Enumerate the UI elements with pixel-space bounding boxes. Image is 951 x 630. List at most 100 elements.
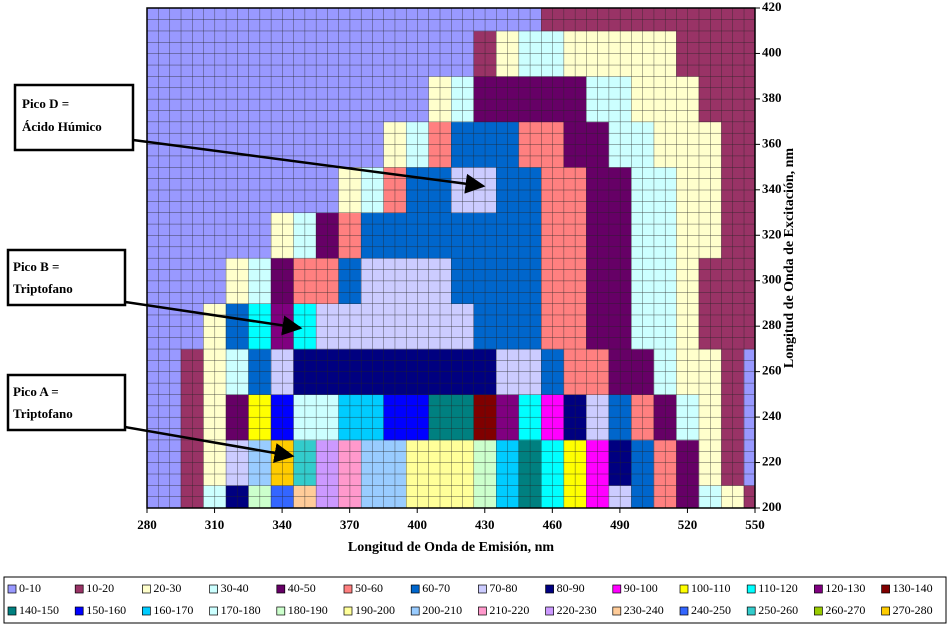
legend-swatch [343, 606, 353, 616]
annotation-arrow [132, 138, 486, 194]
annotation-text: Pico D = [22, 96, 69, 111]
y-tick-label: 340 [762, 181, 782, 196]
y-tick-label: 260 [762, 363, 782, 378]
legend-swatch [545, 584, 554, 594]
y-tick-label: 200 [762, 499, 782, 514]
legend-label: 180-190 [288, 603, 328, 617]
legend-label: 90-100 [624, 581, 658, 595]
y-tick-label: 220 [762, 454, 782, 469]
legend-label: 240-250 [691, 603, 731, 617]
annotation-text: Pico B = [13, 259, 59, 274]
legend-label: 70-80 [489, 581, 517, 595]
annotation-text: Triptofano [13, 281, 73, 296]
y-tick-label: 360 [762, 135, 782, 150]
x-axis-label: Longitud de Onda de Emisión, nm [348, 540, 555, 555]
legend-swatch [679, 606, 689, 616]
legend-label: 130-140 [893, 581, 933, 595]
legend-swatch [881, 584, 890, 594]
legend-label: 150-160 [86, 603, 126, 617]
annotation-box [6, 248, 127, 307]
legend-swatch [343, 584, 353, 594]
x-tick-label: 370 [340, 517, 360, 532]
legend-items: 0-10 10-20 20-30 30-40 40-50 50-60 60-70 70-80 8… [7, 581, 933, 617]
legend-label: 20-30 [153, 581, 181, 595]
x-tick-label: 430 [475, 517, 495, 532]
legend-label: 260-270 [825, 603, 865, 617]
legend-swatch [74, 606, 84, 616]
annotation-arrow [124, 300, 303, 336]
x-tick-label: 520 [678, 517, 698, 532]
x-tick-label: 280 [137, 517, 157, 532]
legend-swatch [612, 584, 622, 594]
legend-label: 270-280 [893, 603, 933, 617]
legend-swatch [410, 606, 420, 616]
y-tick-label: 420 [762, 0, 782, 14]
legend-label: 30-40 [221, 581, 249, 595]
legend-swatch [881, 606, 890, 616]
legend-label: 200-210 [422, 603, 462, 617]
x-tick-label: 340 [272, 517, 292, 532]
legend-swatch [7, 606, 17, 616]
y-axis-label: Longitud de Onda de Excitación, nm [782, 148, 797, 368]
legend-swatch [746, 606, 756, 616]
legend-label: 250-260 [758, 603, 798, 617]
legend-swatch [478, 606, 487, 616]
annotation-arrow [124, 425, 295, 463]
legend-swatch [142, 606, 151, 616]
y-tick-label: 320 [762, 226, 782, 241]
y-tick-label: 300 [762, 272, 782, 287]
legend-label: 120-130 [825, 581, 865, 595]
legend-swatch [410, 584, 420, 594]
annotation-text: Triptofano [13, 406, 73, 421]
legend-label: 190-200 [355, 603, 395, 617]
legend-swatch [209, 584, 218, 594]
legend-label: 160-170 [153, 603, 193, 617]
legend-swatch [478, 584, 487, 594]
x-tick-label: 550 [745, 517, 765, 532]
annotation-box [13, 83, 135, 152]
legend-label: 0-10 [19, 581, 41, 595]
y-tick-label: 380 [762, 90, 782, 105]
annotation-text: Pico A = [13, 384, 59, 399]
legend-label: 140-150 [19, 603, 59, 617]
legend-label: 230-240 [624, 603, 664, 617]
legend-swatch [142, 584, 151, 594]
x-tick-label: 400 [407, 517, 427, 532]
legend-swatch [7, 584, 17, 594]
legend-swatch [74, 584, 84, 594]
legend-swatch [612, 606, 622, 616]
legend [3, 576, 947, 624]
legend-swatch [814, 606, 823, 616]
annotation-box [6, 373, 127, 432]
legend-label: 60-70 [422, 581, 450, 595]
legend-label: 80-90 [557, 581, 585, 595]
legend-label: 10-20 [86, 581, 114, 595]
legend-swatch [276, 606, 286, 616]
annotation: Pico B = Triptofano [6, 248, 303, 336]
legend-swatch [814, 584, 823, 594]
y-tick-label: 400 [762, 44, 782, 59]
y-tick-label: 240 [762, 408, 782, 423]
legend-swatch [679, 584, 689, 594]
annotation-text: Ácido Húmico [22, 119, 102, 134]
legend-label: 50-60 [355, 581, 383, 595]
legend-label: 210-220 [489, 603, 529, 617]
legend-swatch [746, 584, 756, 594]
x-tick-label: 490 [610, 517, 630, 532]
x-tick-label: 460 [543, 517, 563, 532]
legend-swatch [545, 606, 554, 616]
mesh [147, 8, 755, 508]
y-tick-label: 280 [762, 317, 782, 332]
legend-label: 100-110 [691, 581, 731, 595]
annotation: Pico A = Triptofano [6, 373, 295, 463]
annotation: Pico D = Ácido Húmico [13, 83, 486, 194]
legend-swatch [276, 584, 286, 594]
legend-label: 40-50 [288, 581, 316, 595]
plot-frame [146, 7, 756, 509]
legend-label: 110-120 [758, 581, 798, 595]
legend-label: 220-230 [557, 603, 597, 617]
legend-label: 170-180 [221, 603, 261, 617]
legend-swatch [209, 606, 218, 616]
x-tick-label: 310 [205, 517, 225, 532]
